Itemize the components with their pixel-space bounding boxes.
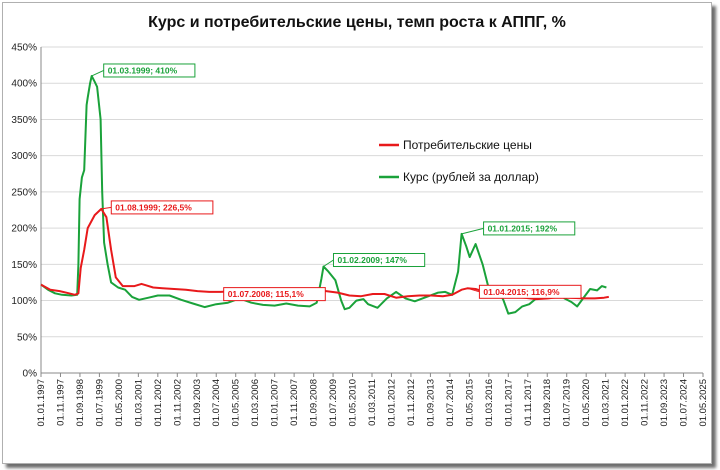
y-tick-label: 450% — [11, 43, 37, 54]
x-axis-ticks: 01.01.1997 01.11.1997 01.09.1998 01.07.1999… — [36, 373, 709, 427]
x-tick-label: 01.11.2007 — [289, 379, 300, 426]
x-tick-label: 01.01.2017 — [503, 379, 514, 427]
x-tick-label: 01.11.2012 — [406, 379, 417, 426]
x-tick-label: 01.07.2024 — [679, 379, 690, 427]
x-tick-label: 01.07.2004 — [211, 379, 222, 427]
series-layer — [40, 75, 609, 315]
annotation-box — [332, 253, 426, 268]
series-line-fx — [40, 75, 607, 315]
annotations: 01.03.1999; 410% 01.08.1999; 226,5% 01.07.… — [91, 63, 582, 302]
x-tick-label: 01.03.2021 — [601, 379, 612, 427]
annotation-label: 01.01.2015; 192% — [488, 223, 558, 233]
x-tick-label: 01.05.2005 — [231, 379, 242, 427]
grid-lines — [40, 46, 703, 374]
x-tick-label: 01.07.2019 — [562, 379, 573, 427]
x-tick-label: 01.01.2012 — [386, 379, 397, 427]
x-tick-label: 01.01.2022 — [620, 379, 631, 427]
y-tick-label: 350% — [11, 115, 37, 126]
annotation-leader — [461, 227, 484, 235]
legend-label-cpi: Потребительские цены — [403, 138, 532, 152]
x-tick-label: 01.11.2022 — [640, 379, 651, 426]
legend-label-fx: Курс (рублей за доллар) — [403, 170, 539, 184]
annotation-label: 01.08.1999; 226,5% — [115, 202, 192, 212]
x-tick-label: 01.03.2016 — [484, 379, 495, 427]
x-tick-label: 01.01.2002 — [153, 379, 164, 427]
x-tick-label: 01.11.2017 — [523, 379, 534, 426]
x-tick-label: 01.11.2002 — [172, 379, 183, 426]
chart-title: Курс и потребительские цены, темп роста … — [148, 14, 566, 31]
y-tick-label: 200% — [11, 224, 37, 235]
x-tick-label: 01.05.2020 — [581, 379, 592, 427]
x-tick-label: 01.09.2013 — [425, 379, 436, 427]
y-tick-label: 300% — [11, 151, 37, 162]
x-tick-label: 01.09.2008 — [309, 379, 320, 427]
x-tick-label: 01.07.2009 — [328, 379, 339, 427]
y-axis-ticks: 0% 50% 100% 150% 200% 250% 300% 350% 400% 450% — [11, 43, 37, 380]
y-tick-label: 0% — [23, 369, 38, 380]
x-tick-label: 01.01.1997 — [36, 379, 47, 427]
x-tick-label: 01.07.1999 — [94, 379, 105, 427]
annotation-label: 01.03.1999; 410% — [108, 65, 178, 75]
annotation-leader — [323, 259, 334, 267]
annotation-box — [223, 287, 326, 302]
legend: Потребительские цены Курс (рублей за дол… — [379, 138, 539, 184]
chart-frame: Курс и потребительские цены, темп роста … — [2, 2, 712, 464]
x-tick-label: 01.09.1998 — [75, 379, 86, 427]
x-tick-label: 01.05.2025 — [698, 379, 709, 427]
y-tick-label: 100% — [11, 296, 37, 307]
annotation-box — [478, 284, 582, 299]
annotation-label: 01.07.2008; 115,1% — [228, 289, 305, 299]
annotation-leader — [101, 206, 112, 210]
annotation-box — [110, 200, 214, 215]
x-tick-label: 01.03.2011 — [367, 379, 378, 426]
x-tick-label: 01.05.2000 — [114, 379, 125, 427]
x-tick-label: 01.01.2007 — [270, 379, 281, 427]
chart-svg: Курс и потребительские цены, темп роста … — [11, 14, 709, 427]
x-tick-label: 01.05.2010 — [348, 379, 359, 427]
x-tick-label: 01.09.2023 — [659, 379, 670, 427]
y-tick-label: 400% — [11, 79, 37, 90]
x-tick-label: 01.05.2015 — [464, 379, 475, 427]
x-tick-label: 01.09.2018 — [542, 379, 553, 427]
x-tick-label: 01.03.2001 — [133, 379, 144, 427]
annotation-label: 01.02.2009; 147% — [337, 255, 407, 265]
x-tick-label: 01.07.2014 — [445, 379, 456, 427]
x-tick-label: 01.09.2003 — [192, 379, 203, 427]
annotation-label: 01.04.2015; 116,9% — [483, 287, 560, 297]
annotation-box — [103, 63, 196, 78]
y-tick-label: 250% — [11, 187, 37, 198]
x-tick-label: 01.11.1997 — [55, 379, 66, 426]
x-tick-label: 01.03.2006 — [250, 379, 261, 427]
annotation-box — [483, 221, 576, 236]
annotation-leader — [467, 287, 480, 293]
annotation-leader — [91, 70, 104, 77]
y-tick-label: 150% — [11, 260, 37, 271]
y-tick-label: 50% — [17, 332, 37, 343]
